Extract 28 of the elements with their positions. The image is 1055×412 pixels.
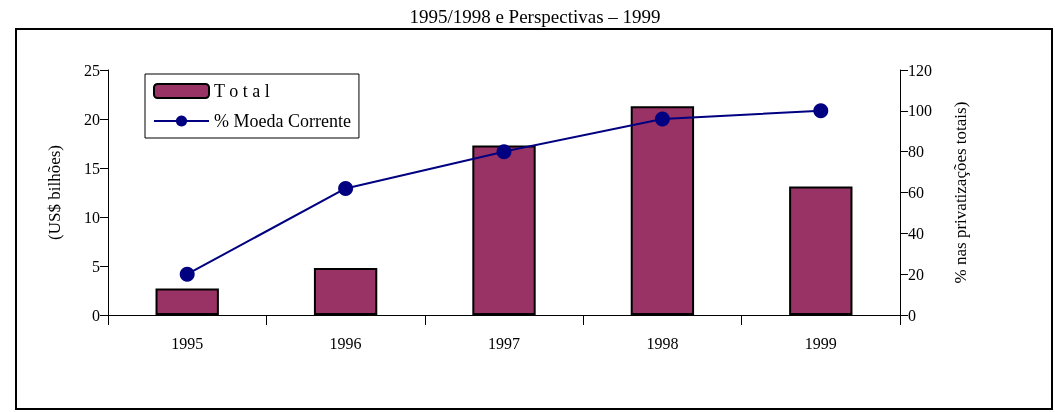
y2-tick-label: 20 bbox=[908, 265, 924, 283]
y-tick-label: 15 bbox=[84, 159, 100, 177]
point bbox=[654, 111, 670, 127]
point bbox=[496, 144, 512, 160]
y2-tick-label: 120 bbox=[908, 61, 932, 79]
x-tick-label: 1999 bbox=[804, 334, 837, 352]
x-tick-label: 1996 bbox=[329, 334, 362, 352]
y2-tick-label: 40 bbox=[908, 224, 924, 242]
y-tick-label: 0 bbox=[92, 306, 100, 324]
point bbox=[338, 180, 354, 196]
point bbox=[179, 266, 195, 282]
y-axis-title: (US$ bilhões) bbox=[45, 145, 64, 240]
y2-tick-label: 0 bbox=[908, 306, 916, 324]
y2-tick-label: 100 bbox=[908, 102, 932, 120]
y2-tick-label: 80 bbox=[908, 143, 924, 161]
legend-label: T o t a l bbox=[214, 81, 270, 101]
y-tick-label: 25 bbox=[84, 61, 100, 79]
x-tick-label: 1995 bbox=[171, 334, 204, 352]
legend-label: % Moeda Corrente bbox=[214, 111, 351, 131]
chart-title: 1995/1998 e Perspectivas – 1999 bbox=[409, 6, 661, 27]
x-tick-label: 1998 bbox=[646, 334, 679, 352]
y2-tick-label: 60 bbox=[908, 184, 924, 201]
point bbox=[813, 103, 829, 119]
y-tick-label: 10 bbox=[84, 208, 100, 226]
y-tick-label: 5 bbox=[92, 257, 100, 275]
x-tick-label: 1997 bbox=[488, 334, 520, 352]
y-tick-label: 20 bbox=[84, 110, 100, 128]
y2-axis-title: % nas privatizações totais) bbox=[951, 101, 970, 284]
